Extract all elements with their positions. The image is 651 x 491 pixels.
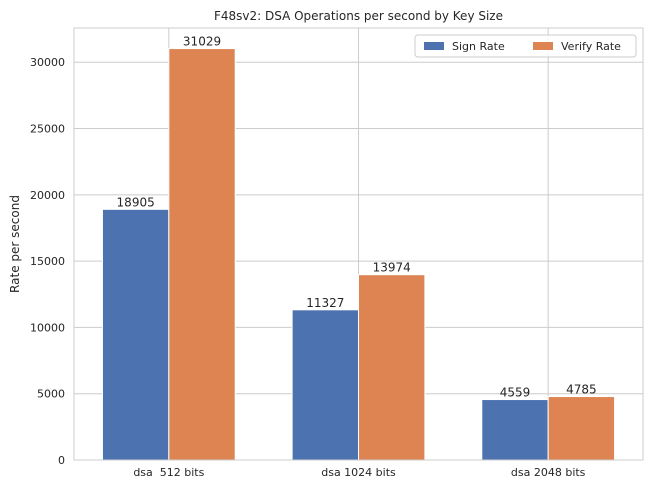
bar-value-label: 4785: [566, 383, 597, 397]
x-tick-label: dsa 1024 bits: [321, 466, 396, 479]
y-axis-label: Rate per second: [8, 195, 22, 293]
bar-value-label: 31029: [183, 35, 221, 49]
legend-label: Verify Rate: [561, 40, 621, 53]
y-tick-label: 0: [58, 454, 65, 467]
y-tick-label: 5000: [37, 388, 65, 401]
bar-sign-rate: [291, 309, 359, 461]
bar-value-label: 4559: [500, 386, 531, 400]
bar-value-labels: 18905 11327 4559 31029 13974 4785: [117, 35, 597, 400]
bar-value-label: 11327: [306, 296, 344, 310]
bar-verify-rate: [168, 48, 236, 461]
x-tick-label: dsa 2048 bits: [511, 466, 586, 479]
legend-label: Sign Rate: [452, 40, 505, 53]
legend: Sign Rate Verify Rate: [414, 34, 637, 58]
y-tick-label: 20000: [30, 189, 65, 202]
y-tick-label: 30000: [30, 56, 65, 69]
axis-ticks: 0 5000 10000 15000 20000 25000 30000 dsa 512 bi…: [30, 56, 586, 479]
bar-sign-rate: [101, 208, 170, 461]
legend-box: [414, 34, 637, 58]
x-tick-label: dsa 512 bits: [133, 466, 204, 479]
chart-title: F48sv2: DSA Operations per second by Key…: [214, 9, 503, 23]
bar-sign-rate: [481, 399, 549, 461]
bar-value-label: 13974: [373, 261, 411, 275]
bar-value-label: 18905: [117, 195, 155, 209]
y-tick-label: 25000: [30, 123, 65, 136]
y-tick-label: 10000: [30, 321, 65, 334]
bar-verify-rate: [358, 274, 426, 461]
y-tick-label: 15000: [30, 255, 65, 268]
legend-swatch: [424, 42, 444, 50]
plot-frame: [73, 27, 644, 461]
legend-swatch: [533, 42, 553, 50]
bar-verify-rate: [547, 396, 616, 461]
